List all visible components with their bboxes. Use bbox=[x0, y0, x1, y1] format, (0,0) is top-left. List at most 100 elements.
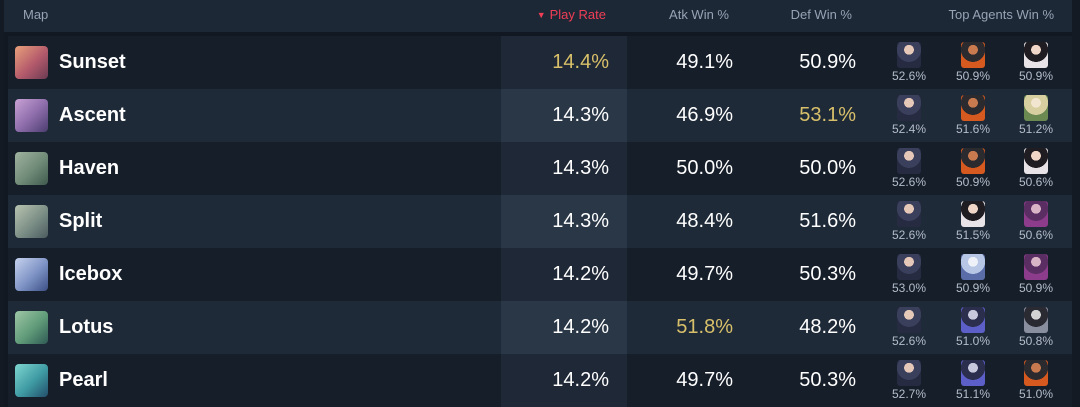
agent-win-rate: 51.0% bbox=[955, 334, 991, 348]
agent-portrait-icon bbox=[897, 254, 921, 280]
table-row[interactable]: Pearl 14.2% 49.7% 50.3% 52.7% 51.1% 51.0… bbox=[8, 354, 1072, 407]
sort-desc-icon: ▼ bbox=[536, 10, 546, 20]
top-agent[interactable]: 51.2% bbox=[1011, 94, 1061, 139]
play-rate-value: 14.4% bbox=[552, 51, 609, 73]
column-header-play-rate[interactable]: ▼ Play Rate bbox=[524, 0, 606, 32]
agent-win-rate: 52.6% bbox=[891, 175, 927, 189]
agent-win-rate: 51.0% bbox=[1018, 387, 1054, 401]
table-row[interactable]: Ascent 14.3% 46.9% 53.1% 52.4% 51.6% 51.… bbox=[8, 89, 1072, 142]
def-win-value: 48.2% bbox=[799, 316, 856, 338]
agent-win-rate: 52.6% bbox=[891, 69, 927, 83]
top-agent[interactable]: 52.7% bbox=[884, 359, 934, 404]
agent-win-rate: 51.6% bbox=[955, 122, 991, 136]
play-rate-highlight bbox=[501, 195, 627, 248]
map-thumbnail-icon bbox=[15, 152, 48, 185]
agent-portrait-icon bbox=[1024, 201, 1048, 227]
top-agent[interactable]: 50.6% bbox=[1011, 200, 1061, 245]
agent-win-rate: 50.9% bbox=[1018, 69, 1054, 83]
top-agent[interactable]: 52.6% bbox=[884, 147, 934, 192]
agent-portrait-icon bbox=[897, 307, 921, 333]
agent-win-rate: 50.6% bbox=[1018, 175, 1054, 189]
agent-win-rate: 50.9% bbox=[955, 281, 991, 295]
atk-win-value: 49.7% bbox=[676, 369, 733, 391]
table-header: Map ▼ Play Rate Atk Win % Def Win % Top A… bbox=[4, 0, 1072, 32]
agent-win-rate: 50.8% bbox=[1018, 334, 1054, 348]
play-rate-highlight bbox=[501, 142, 627, 195]
agent-win-rate: 52.4% bbox=[891, 122, 927, 136]
map-name[interactable]: Haven bbox=[59, 157, 120, 179]
agent-portrait-icon bbox=[1024, 95, 1048, 121]
column-header-play-rate-label: Play Rate bbox=[549, 7, 606, 22]
top-agent[interactable]: 52.4% bbox=[884, 94, 934, 139]
agent-portrait-icon bbox=[961, 307, 985, 333]
top-agent[interactable]: 51.1% bbox=[948, 359, 998, 404]
map-name[interactable]: Pearl bbox=[59, 369, 108, 391]
play-rate-highlight bbox=[501, 301, 627, 354]
top-agent[interactable]: 52.6% bbox=[884, 200, 934, 245]
agent-win-rate: 53.0% bbox=[891, 281, 927, 295]
atk-win-value: 49.1% bbox=[676, 51, 733, 73]
top-agent[interactable]: 51.5% bbox=[948, 200, 998, 245]
play-rate-value: 14.3% bbox=[552, 210, 609, 232]
agent-win-rate: 50.9% bbox=[1018, 281, 1054, 295]
play-rate-value: 14.2% bbox=[552, 263, 609, 285]
def-win-value: 50.0% bbox=[799, 157, 856, 179]
play-rate-highlight bbox=[501, 354, 627, 407]
map-name[interactable]: Split bbox=[59, 210, 103, 232]
table-row[interactable]: Split 14.3% 48.4% 51.6% 52.6% 51.5% 50.6… bbox=[8, 195, 1072, 248]
map-stats-table: Map ▼ Play Rate Atk Win % Def Win % Top A… bbox=[4, 0, 1072, 407]
map-name[interactable]: Icebox bbox=[59, 263, 123, 285]
top-agent[interactable]: 50.8% bbox=[1011, 306, 1061, 351]
top-agent[interactable]: 51.6% bbox=[948, 94, 998, 139]
table-row[interactable]: Haven 14.3% 50.0% 50.0% 52.6% 50.9% 50.6… bbox=[8, 142, 1072, 195]
top-agent[interactable]: 50.9% bbox=[1011, 41, 1061, 86]
map-thumbnail-icon bbox=[15, 258, 48, 291]
top-agent[interactable]: 50.9% bbox=[948, 253, 998, 298]
map-name[interactable]: Lotus bbox=[59, 316, 114, 338]
agent-portrait-icon bbox=[1024, 254, 1048, 280]
top-agent[interactable]: 50.9% bbox=[948, 41, 998, 86]
play-rate-highlight bbox=[501, 36, 627, 89]
atk-win-value: 50.0% bbox=[676, 157, 733, 179]
agent-portrait-icon bbox=[897, 42, 921, 68]
column-header-atk-win[interactable]: Atk Win % bbox=[669, 7, 729, 22]
column-header-top-agents[interactable]: Top Agents Win % bbox=[948, 7, 1055, 22]
table-row[interactable]: Icebox 14.2% 49.7% 50.3% 53.0% 50.9% 50.… bbox=[8, 248, 1072, 301]
map-name[interactable]: Ascent bbox=[59, 104, 126, 126]
agent-win-rate: 51.5% bbox=[955, 228, 991, 242]
top-agent[interactable]: 52.6% bbox=[884, 41, 934, 86]
def-win-value: 51.6% bbox=[799, 210, 856, 232]
top-agent[interactable]: 51.0% bbox=[1011, 359, 1061, 404]
agent-portrait-icon bbox=[1024, 360, 1048, 386]
table-row[interactable]: Sunset 14.4% 49.1% 50.9% 52.6% 50.9% 50.… bbox=[8, 36, 1072, 89]
column-header-map[interactable]: Map bbox=[23, 7, 49, 22]
def-win-value: 50.3% bbox=[799, 263, 856, 285]
map-thumbnail-icon bbox=[15, 311, 48, 344]
agent-portrait-icon bbox=[961, 42, 985, 68]
top-agent[interactable]: 50.9% bbox=[948, 147, 998, 192]
agent-portrait-icon bbox=[961, 360, 985, 386]
agent-win-rate: 51.2% bbox=[1018, 122, 1054, 136]
agent-portrait-icon bbox=[1024, 148, 1048, 174]
map-thumbnail-icon bbox=[15, 46, 48, 79]
map-thumbnail-icon bbox=[15, 364, 48, 397]
map-name[interactable]: Sunset bbox=[59, 51, 126, 73]
top-agent[interactable]: 53.0% bbox=[884, 253, 934, 298]
atk-win-value: 46.9% bbox=[676, 104, 733, 126]
top-agent[interactable]: 50.6% bbox=[1011, 147, 1061, 192]
atk-win-value: 48.4% bbox=[676, 210, 733, 232]
agent-portrait-icon bbox=[897, 201, 921, 227]
agent-portrait-icon bbox=[1024, 42, 1048, 68]
agent-win-rate: 50.6% bbox=[1018, 228, 1054, 242]
agent-win-rate: 52.7% bbox=[891, 387, 927, 401]
table-row[interactable]: Lotus 14.2% 51.8% 48.2% 52.6% 51.0% 50.8… bbox=[8, 301, 1072, 354]
atk-win-value: 49.7% bbox=[676, 263, 733, 285]
agent-win-rate: 50.9% bbox=[955, 175, 991, 189]
top-agent[interactable]: 51.0% bbox=[948, 306, 998, 351]
def-win-value: 50.9% bbox=[799, 51, 856, 73]
column-header-def-win[interactable]: Def Win % bbox=[790, 7, 852, 22]
top-agent[interactable]: 52.6% bbox=[884, 306, 934, 351]
play-rate-value: 14.3% bbox=[552, 104, 609, 126]
top-agent[interactable]: 50.9% bbox=[1011, 253, 1061, 298]
play-rate-highlight bbox=[501, 89, 627, 142]
